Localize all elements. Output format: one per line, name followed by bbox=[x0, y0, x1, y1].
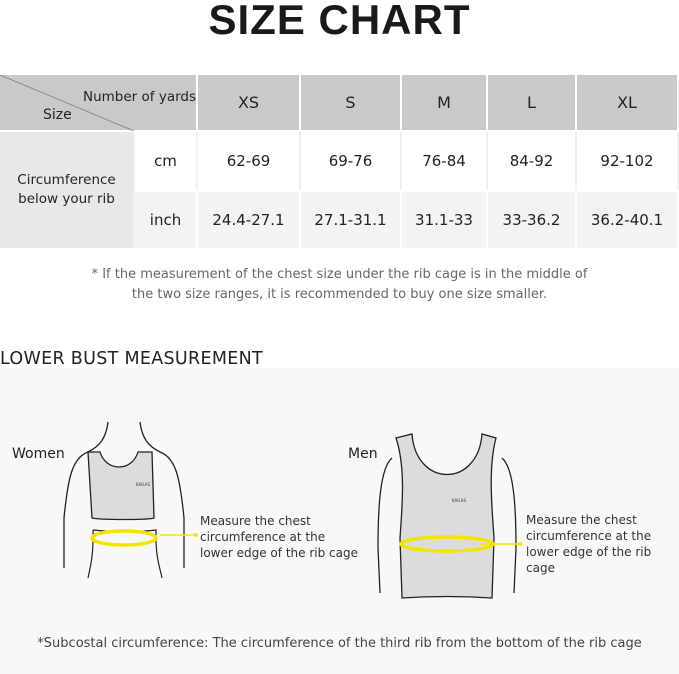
size-note: * If the measurement of the chest size u… bbox=[91, 267, 588, 302]
value-cell: 76-84 bbox=[401, 131, 488, 192]
table-row: inch 24.4-27.1 27.1-31.1 31.1-33 33-36.2… bbox=[0, 191, 679, 250]
size-header: L bbox=[487, 75, 577, 132]
corner-bottom-label: Size bbox=[43, 107, 72, 123]
value-cell: 24.4-27.1 bbox=[197, 191, 301, 250]
size-header: M bbox=[401, 75, 488, 132]
women-caption: Measure the chest circumference at the low… bbox=[200, 514, 358, 560]
section-title: LOWER BUST MEASUREMENT bbox=[0, 349, 263, 369]
value-cell: 92-102 bbox=[576, 131, 679, 192]
size-header: S bbox=[300, 75, 402, 132]
value-cell: 84-92 bbox=[487, 131, 577, 192]
women-label: Women bbox=[12, 446, 65, 462]
arrow-icon bbox=[160, 533, 198, 537]
value-cell: 33-36.2 bbox=[487, 191, 577, 250]
men-caption: Measure the chest circumference at the low… bbox=[526, 513, 652, 575]
unit-cell: inch bbox=[134, 191, 198, 250]
value-cell: 31.1-33 bbox=[401, 191, 488, 250]
table-row: Circumference below your rib cm 62-69 69… bbox=[0, 131, 679, 250]
table-corner: Number of yards Size bbox=[0, 75, 198, 132]
footnote: *Subcostal circumference: The circumfere… bbox=[37, 636, 642, 651]
men-label: Men bbox=[348, 446, 378, 462]
brand-logo: KAILAS bbox=[136, 482, 151, 487]
women-figure: KAILAS bbox=[63, 421, 185, 578]
arrow-icon bbox=[480, 542, 522, 546]
unit-cell: cm bbox=[134, 131, 198, 192]
row-label: Circumference below your rib bbox=[0, 131, 135, 250]
value-cell: 62-69 bbox=[197, 131, 301, 192]
men-figure: KAILAS bbox=[377, 433, 517, 599]
page-title: SIZE CHART bbox=[208, 0, 471, 43]
measurement-panel: Women KAILAS Measure the chest circumfere… bbox=[0, 368, 679, 674]
size-header: XL bbox=[576, 75, 679, 132]
svg-text:KAILAS: KAILAS bbox=[452, 498, 467, 503]
size-header: XS bbox=[197, 75, 301, 132]
corner-top-label: Number of yards bbox=[83, 89, 197, 105]
size-table: Number of yards Size XS S M L XL Circumf… bbox=[0, 75, 679, 250]
value-cell: 36.2-40.1 bbox=[576, 191, 679, 250]
value-cell: 27.1-31.1 bbox=[300, 191, 402, 250]
value-cell: 69-76 bbox=[300, 131, 402, 192]
